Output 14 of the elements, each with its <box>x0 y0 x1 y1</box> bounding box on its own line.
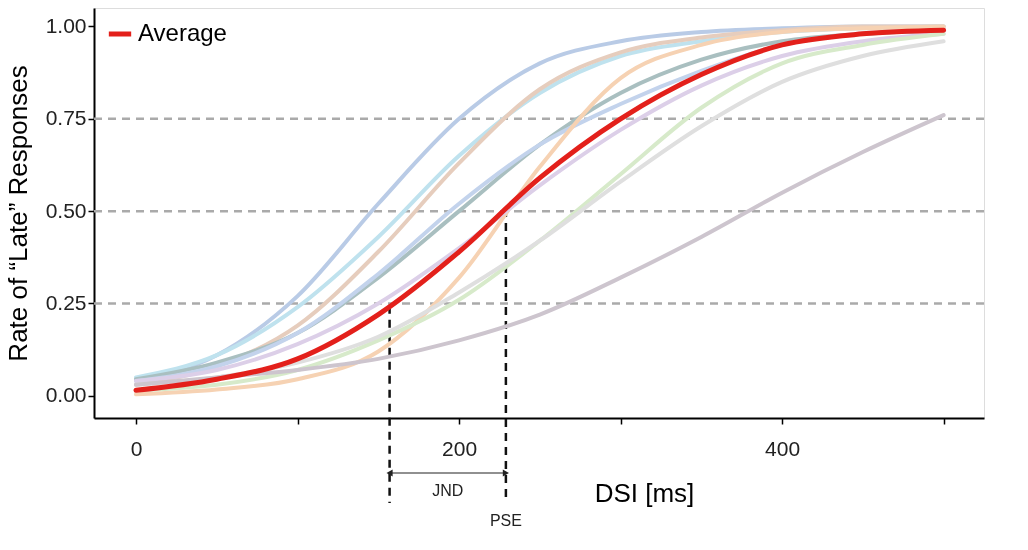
x-axis-title: DSI [ms] <box>594 477 695 508</box>
x-tick-label: 0 <box>130 436 143 460</box>
legend-label: Average <box>138 19 227 46</box>
ref-line-label: PSE <box>489 512 522 529</box>
y-tick-label: 0.50 <box>45 198 87 222</box>
y-tick-label: 0.00 <box>45 383 87 407</box>
y-axis-title: Rate of “Late” Responses <box>2 65 33 362</box>
y-tick-label: 0.25 <box>45 291 87 314</box>
x-tick-label: 200 <box>442 436 478 460</box>
x-tick-label: 400 <box>765 436 801 460</box>
y-tick-label: 1.00 <box>45 13 87 37</box>
text: JND <box>432 482 464 499</box>
line-series <box>134 113 946 387</box>
y-tick-label: 0.75 <box>45 106 87 130</box>
